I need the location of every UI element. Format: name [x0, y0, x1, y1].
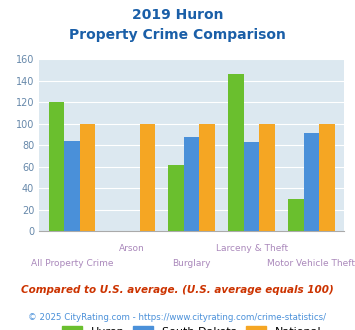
Bar	[319, 124, 335, 231]
Text: Compared to U.S. average. (U.S. average equals 100): Compared to U.S. average. (U.S. average …	[21, 285, 334, 295]
Bar	[140, 124, 155, 231]
Bar	[64, 141, 80, 231]
Text: © 2025 CityRating.com - https://www.cityrating.com/crime-statistics/: © 2025 CityRating.com - https://www.city…	[28, 313, 327, 322]
Text: Property Crime Comparison: Property Crime Comparison	[69, 28, 286, 42]
Bar	[228, 74, 244, 231]
Bar	[168, 164, 184, 231]
Bar	[49, 102, 64, 231]
Text: Larceny & Theft: Larceny & Theft	[215, 244, 288, 253]
Text: 2019 Huron: 2019 Huron	[132, 8, 223, 22]
Text: All Property Crime: All Property Crime	[31, 259, 113, 268]
Bar	[200, 124, 215, 231]
Text: Burglary: Burglary	[173, 259, 211, 268]
Text: Motor Vehicle Theft: Motor Vehicle Theft	[267, 259, 355, 268]
Legend: Huron, South Dakota, National: Huron, South Dakota, National	[61, 326, 322, 330]
Bar	[80, 124, 95, 231]
Bar	[304, 133, 319, 231]
Bar	[260, 124, 275, 231]
Bar	[184, 137, 200, 231]
Bar	[244, 142, 260, 231]
Bar	[288, 199, 304, 231]
Text: Arson: Arson	[119, 244, 145, 253]
